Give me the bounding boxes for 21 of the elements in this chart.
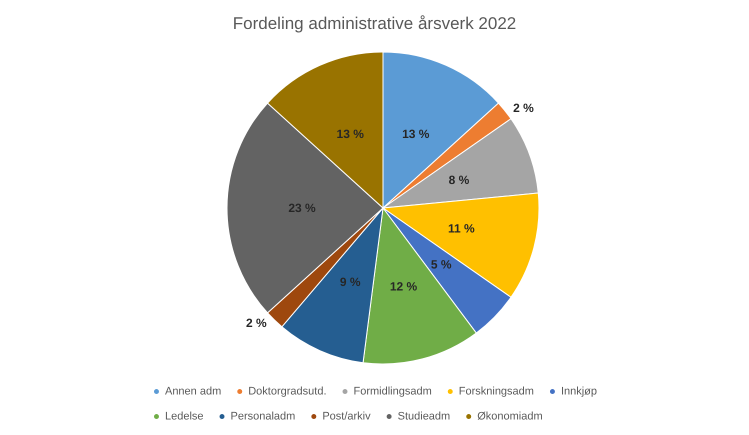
legend-label: Doktorgradsutd. (248, 386, 327, 398)
legend-label: Ledelse (164, 410, 204, 422)
data-label: 8 % (448, 173, 470, 188)
legend-label: Forskningsadm (458, 386, 534, 398)
data-label: 23 % (288, 201, 316, 215)
data-label: 2 % (246, 316, 268, 330)
data-label: 2 % (513, 101, 534, 116)
data-label: 9 % (340, 275, 361, 290)
legend-label: Personaladm (230, 410, 296, 422)
legend-label: Innkjøp (560, 386, 598, 398)
data-label: 13 % (402, 126, 430, 141)
legend-label: Økonomiadm (477, 410, 543, 422)
legend-label: Formidlingsadm (354, 386, 432, 398)
data-label: 5 % (430, 257, 452, 272)
legend-label: Post/arkiv (322, 410, 372, 422)
chart-title: Fordeling administrative årsverk 2022 (232, 14, 516, 33)
data-label: 12 % (390, 279, 418, 294)
data-label: 13 % (336, 126, 364, 141)
data-label: 11 % (448, 222, 476, 236)
legend-label: Studieadm (398, 410, 450, 422)
legend-label: Annen adm (164, 386, 222, 398)
